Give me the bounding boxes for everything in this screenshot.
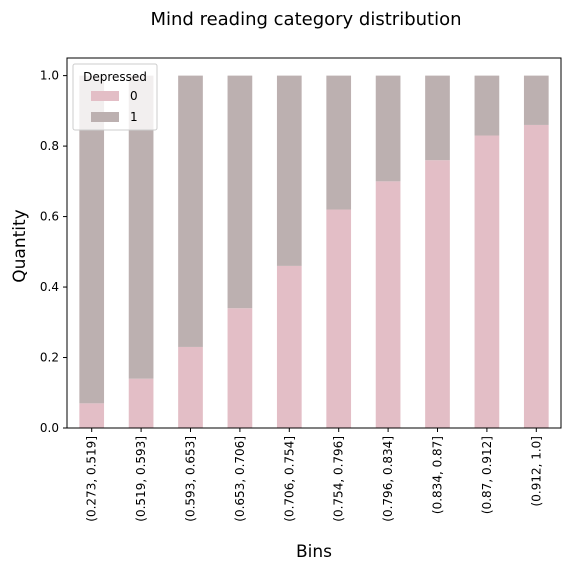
y-tick-label: 0.4	[40, 280, 59, 294]
x-axis-label: Bins	[296, 542, 332, 562]
y-tick-label: 0.6	[40, 210, 59, 224]
x-tick-label: (0.519, 0.593]	[134, 436, 148, 522]
bar-series-1-8	[475, 76, 500, 136]
x-axis: (0.273, 0.519] (0.519, 0.593] (0.593, 0.65…	[85, 428, 544, 522]
legend-swatch-series-1	[91, 112, 119, 122]
bar-series-1-5	[326, 76, 351, 210]
y-axis-label: Quantity	[10, 209, 30, 282]
x-tick-label: (0.912, 1.0]	[529, 436, 543, 506]
x-tick-label: (0.834, 0.87]	[431, 436, 445, 514]
y-tick-label: 0.2	[40, 351, 59, 365]
legend: Depressed 0 1	[73, 64, 157, 130]
x-tick-label: (0.593, 0.653]	[184, 436, 198, 522]
bar-series-0-5	[326, 210, 351, 428]
legend-title: Depressed	[83, 70, 147, 84]
y-axis: 0.0 0.2 0.4 0.6 0.8 1.0	[40, 69, 67, 435]
legend-swatch-series-0	[91, 91, 119, 101]
bar-series-1-4	[277, 76, 302, 266]
legend-label-series-1: 1	[130, 110, 138, 124]
bar-series-0-3	[228, 308, 253, 428]
x-tick-label: (0.653, 0.706]	[233, 436, 247, 522]
bar-series-0-7	[425, 160, 450, 428]
bar-series-1-9	[524, 76, 549, 125]
legend-label-series-0: 0	[130, 89, 138, 103]
bar-series-0-0	[79, 403, 104, 428]
bar-series-0-2	[178, 347, 203, 428]
x-tick-label: (0.796, 0.834]	[381, 436, 395, 522]
y-tick-label: 1.0	[40, 69, 59, 83]
bar-series-0-8	[475, 136, 500, 428]
bar-series-1-3	[228, 76, 253, 309]
bar-series-0-1	[129, 379, 154, 428]
x-tick-label: (0.87, 0.912]	[480, 436, 494, 514]
bar-series-1-2	[178, 76, 203, 347]
chart-title: Mind reading category distribution	[150, 9, 461, 30]
bar-series-0-4	[277, 266, 302, 428]
bar-series-1-7	[425, 76, 450, 161]
x-tick-label: (0.273, 0.519]	[85, 436, 99, 522]
y-tick-label: 0.8	[40, 139, 59, 153]
x-tick-label: (0.706, 0.754]	[282, 436, 296, 522]
bar-series-1-6	[376, 76, 401, 182]
x-tick-label: (0.754, 0.796]	[332, 436, 346, 522]
bar-series-0-9	[524, 125, 549, 428]
y-tick-label: 0.0	[40, 421, 59, 435]
bar-series-0-6	[376, 181, 401, 428]
